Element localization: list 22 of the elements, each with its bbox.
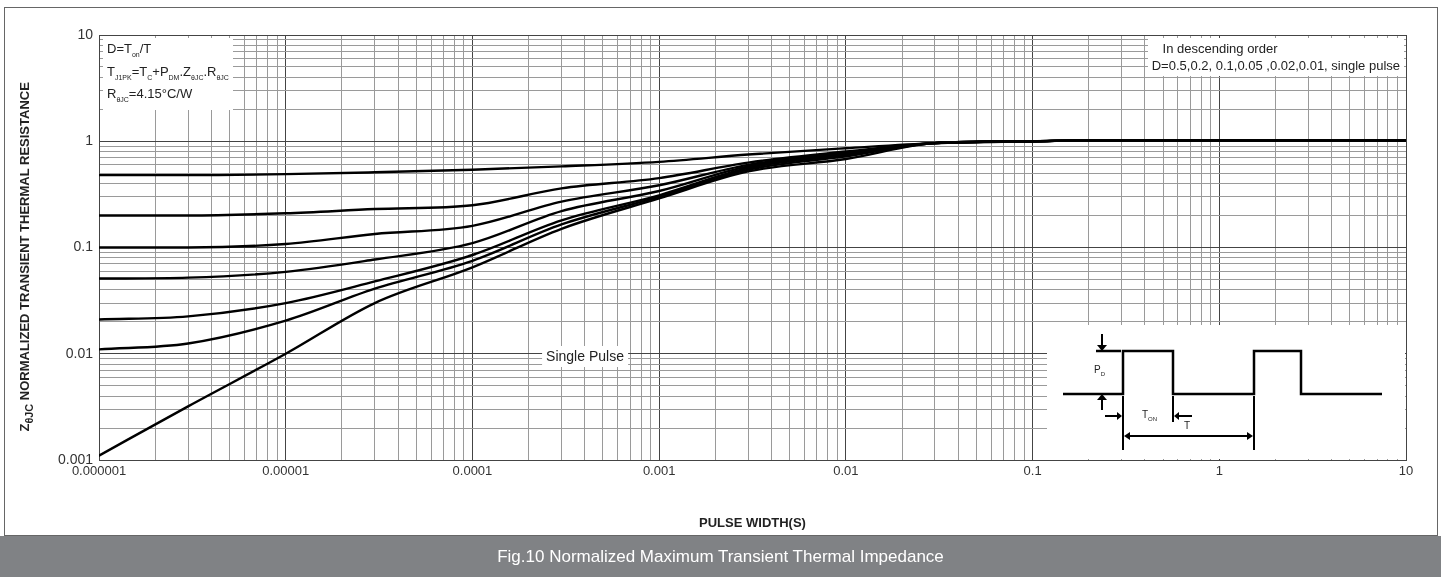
x-tick-label: 0.00001: [262, 463, 310, 479]
y-tick-label: 1: [85, 132, 94, 149]
annotation: D=0.5,0.2, 0.1,0.05 ,0.02,0.01, single pulse: [1151, 58, 1400, 73]
x-tick-label: 0.01: [833, 463, 859, 479]
annotation: D=T$_{on}$/T: [107, 41, 152, 58]
annotation: R$_{θJC}$=4.15°C/W: [107, 86, 193, 103]
x-tick-label: 1: [1215, 463, 1223, 479]
x-tick-label: 0.001: [642, 463, 676, 479]
annotation: T$_{ON}$: [1142, 409, 1158, 422]
y-tick-label: 0.1: [73, 238, 94, 255]
text: Fig.10 Normalized Maximum Transient Thermal Impedance: [0, 536, 1441, 577]
annotation: In descending order: [1162, 41, 1278, 56]
y-tick-label: 10: [77, 25, 94, 42]
annotation: P$_{D}$: [1094, 364, 1106, 377]
x-axis-title: PULSE WIDTH(S): [699, 514, 806, 530]
x-tick-label: 0.0001: [452, 463, 493, 479]
annotation: T: [1184, 420, 1191, 431]
x-tick-label: 10: [1398, 463, 1414, 479]
y-tick-label: 0.01: [65, 344, 94, 361]
annotation: Single Pulse: [542, 346, 628, 367]
x-tick-label: 0.1: [1023, 463, 1042, 479]
text: T$_{J1PK}$=T$_{C}$+P$_{DM}$.Z$_{θJC}$.R$_{θJC}$: [107, 63, 229, 81]
